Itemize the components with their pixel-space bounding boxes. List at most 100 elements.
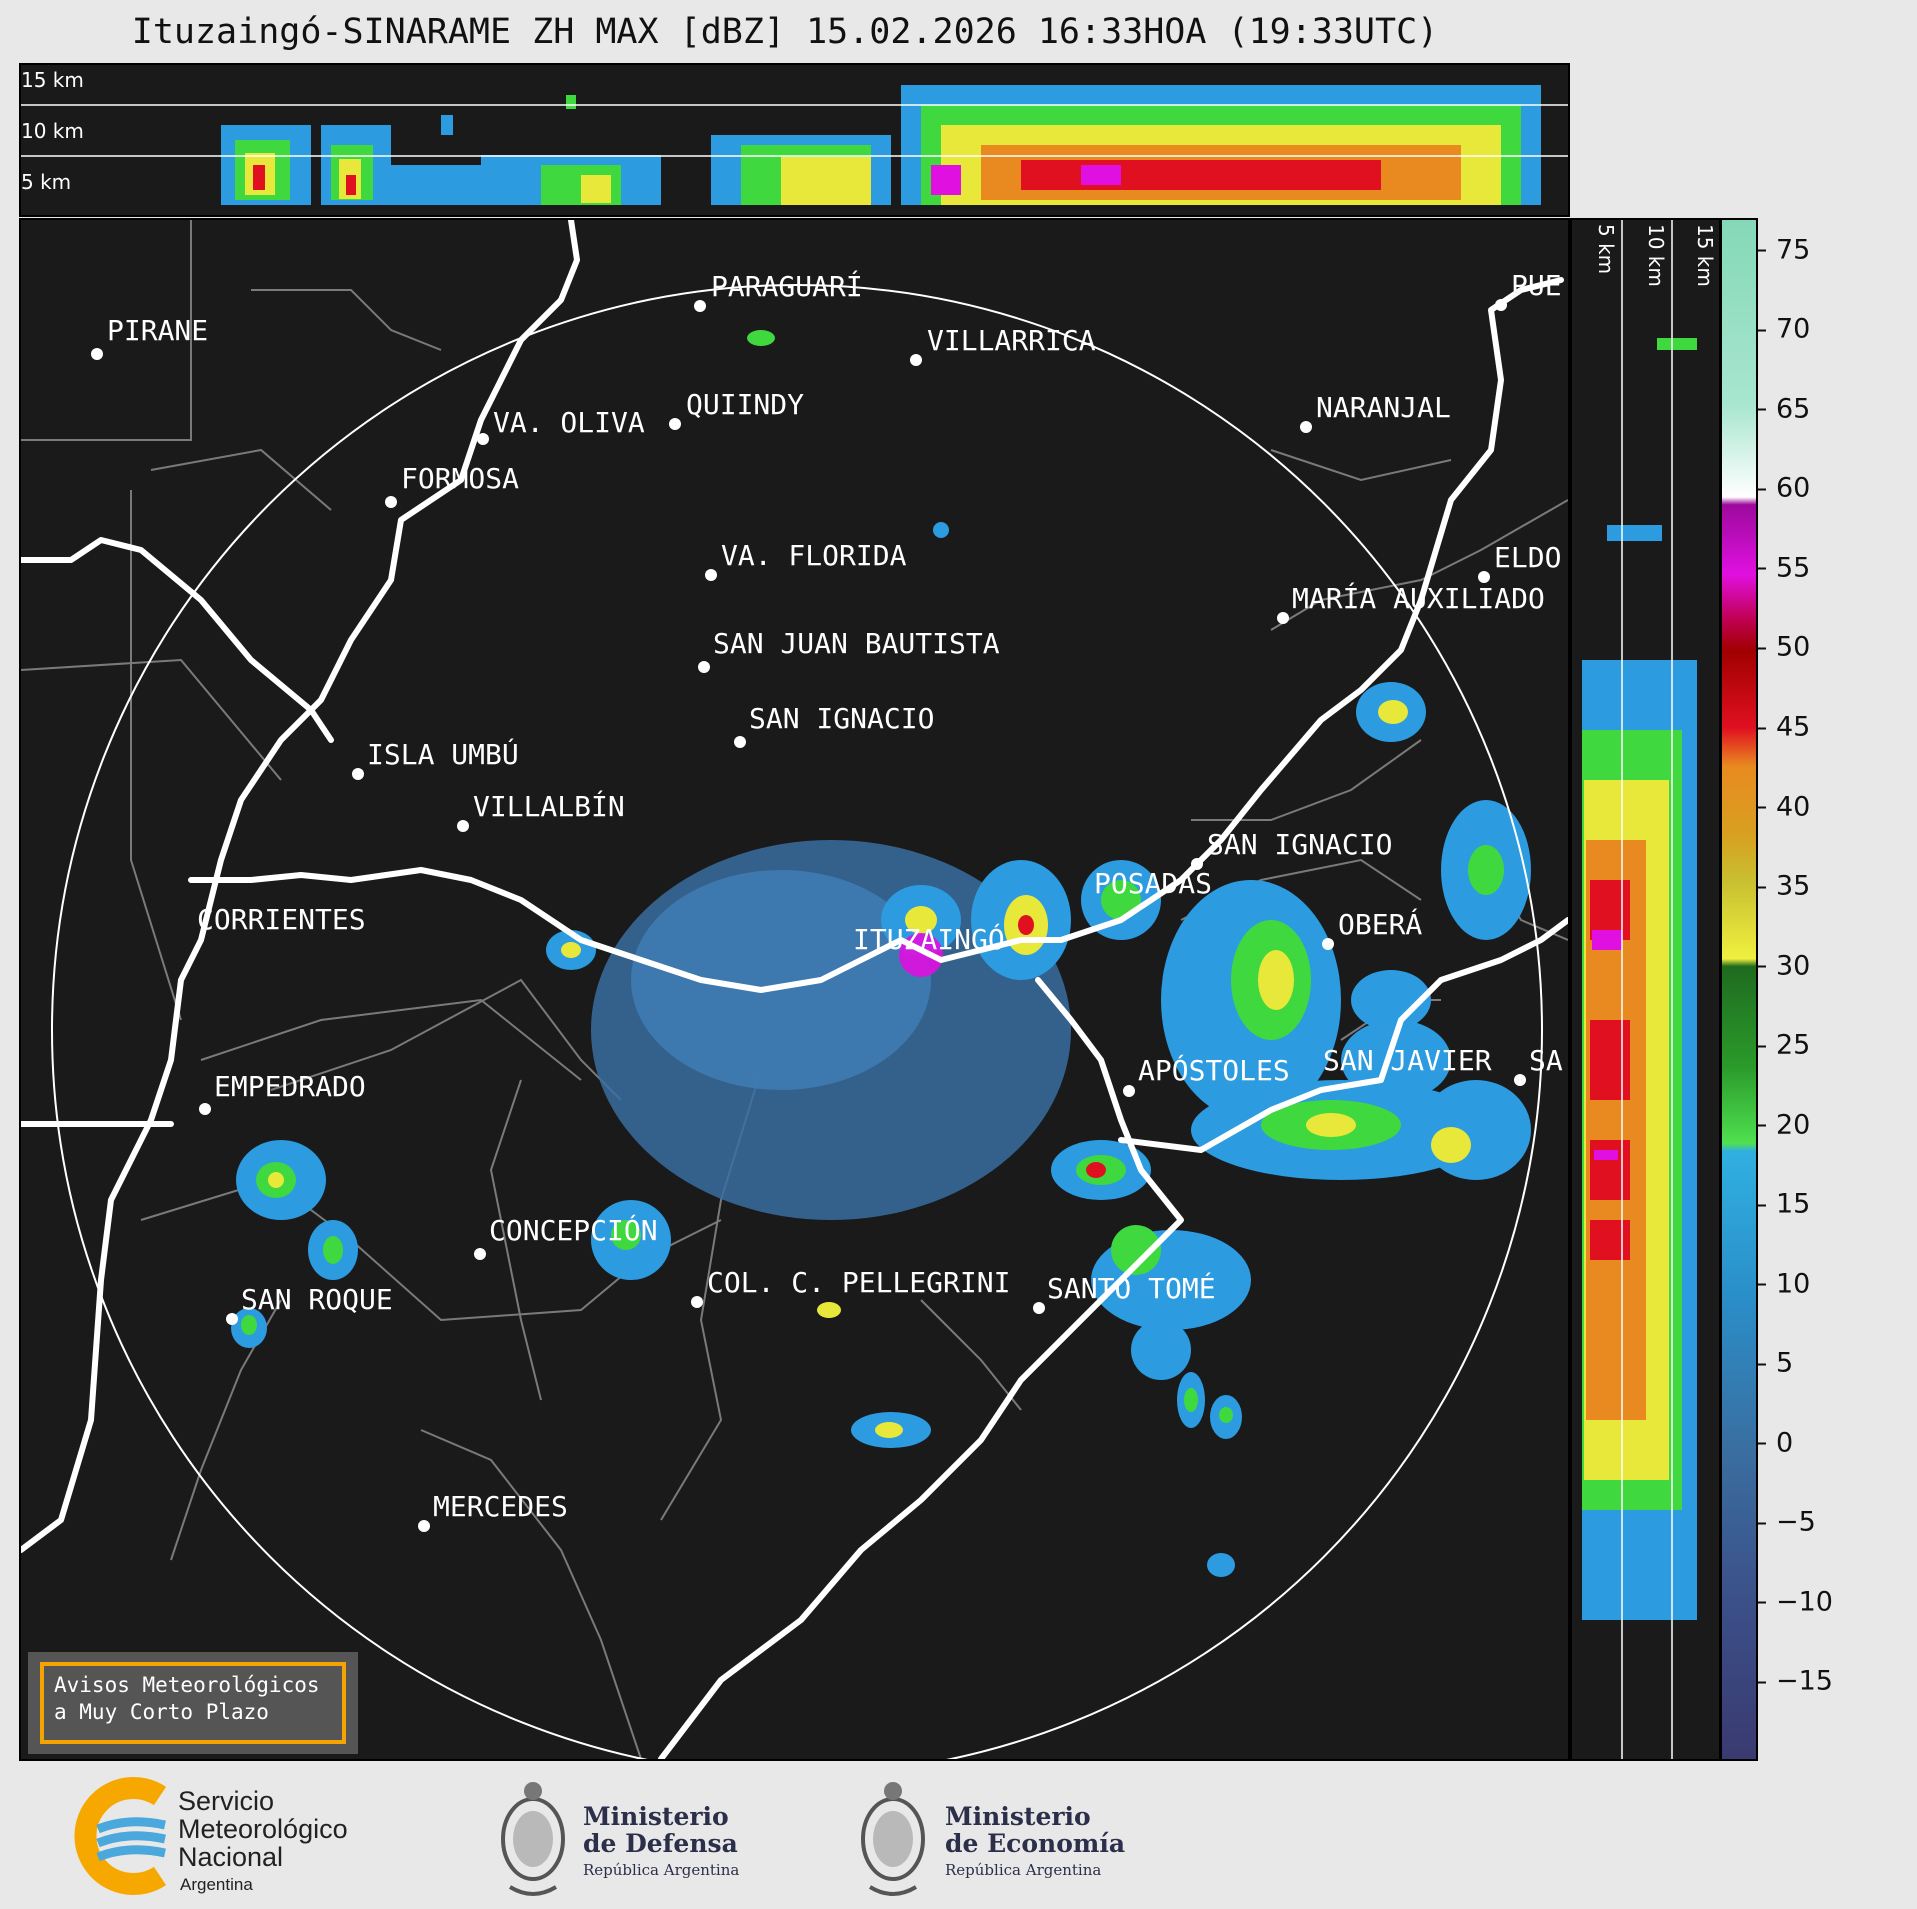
city-dot-concepcion [474, 1248, 486, 1260]
colorbar-tick-label: 20 [1758, 1109, 1810, 1140]
echo-block [253, 165, 265, 190]
city-dot-paraguari [694, 300, 706, 312]
echo-cell [268, 1172, 284, 1188]
city-label-naranjal: NARANJAL [1316, 391, 1451, 424]
colorbar-tick-label: −5 [1758, 1507, 1816, 1538]
boundary-line [270, 978, 622, 1101]
colorbar-tick-label: 15 [1758, 1189, 1810, 1220]
border-uruguay-river [658, 977, 1184, 1759]
defensa-sub: República Argentina [583, 1861, 740, 1879]
colorbar-tick-label: 45 [1758, 712, 1810, 743]
echo-cell [611, 1220, 641, 1250]
border-misiones-south [1118, 917, 1568, 1153]
echo-cell [561, 942, 581, 958]
city-dot-isla-umbu [352, 768, 364, 780]
city-label-eldo: ELDO [1494, 541, 1561, 574]
echo-block [1657, 338, 1697, 350]
echo-block [1590, 1590, 1650, 1604]
defensa-line-1: Ministerio [583, 1802, 729, 1831]
echo-cell [1111, 1225, 1161, 1275]
echo-cell [241, 1315, 257, 1335]
city-label-isla-umbu: ISLA UMBÚ [367, 737, 519, 771]
boundary-line [920, 1299, 1022, 1411]
city-label-paraguari: PARAGUARÍ [711, 269, 863, 303]
altitude-label-15km: 15 km [21, 68, 84, 92]
alert-box[interactable]: Avisos Meteorológicos a Muy Corto Plazo [28, 1652, 358, 1754]
boundary-line [1270, 449, 1452, 482]
city-dot-san-ignacio-ar [1191, 858, 1203, 870]
colorbar-gradient [1722, 220, 1756, 1759]
city-dot-maria-auxiliadora [1277, 612, 1289, 624]
city-dot-naranjal [1300, 421, 1312, 433]
right-echo-group [1582, 338, 1697, 1620]
alert-box-inner[interactable]: Avisos Meteorológicos a Muy Corto Plazo [40, 1662, 346, 1744]
city-label-quiindy: QUIINDY [686, 388, 804, 421]
top-echo-group [221, 85, 1541, 205]
economia-line-1: Ministerio [945, 1802, 1091, 1831]
echo-block [1592, 930, 1622, 950]
smn-country: Argentina [180, 1875, 253, 1894]
colorbar-svg [1722, 220, 1756, 1759]
colorbar [1720, 218, 1758, 1761]
smn-wave [96, 1845, 166, 1862]
boundary-line [200, 998, 582, 1081]
defensa-logo-text: Ministerio de Defensa República Argentin… [583, 1803, 739, 1884]
city-label-pue: PUE [1511, 269, 1562, 302]
city-label-san-ignacio-ar: SAN IGNACIO [1207, 828, 1392, 861]
echo-block [1590, 1220, 1630, 1260]
city-dot-san-roque [226, 1313, 238, 1325]
city-label-villalbin: VILLALBÍN [473, 789, 625, 823]
city-dot-empedrado [199, 1103, 211, 1115]
smn-line-2: Meteorológico [178, 1814, 348, 1844]
city-label-va-oliva: VA. OLIVA [493, 406, 645, 439]
city-label-sa: SA [1529, 1044, 1563, 1077]
echo-cell [933, 522, 949, 538]
echo-cell [1468, 845, 1504, 895]
echo-block [1081, 165, 1121, 185]
alert-line-1: Avisos Meteorológicos [54, 1673, 320, 1697]
city-label-maria-auxiliadora: MARÍA AUXILIADO [1292, 581, 1545, 615]
defensa-shield-icon [501, 1782, 565, 1896]
boundary-line [21, 658, 282, 781]
smn-logo-icon [74, 1777, 167, 1895]
echo-cell [1351, 970, 1431, 1030]
city-label-formosa: FORMOSA [401, 462, 519, 495]
economia-logo-text: Ministerio de Economía República Argenti… [945, 1803, 1125, 1884]
border-paraguay-river [21, 220, 580, 1553]
echo-cell [1431, 1127, 1471, 1163]
city-dot-eldo [1478, 571, 1490, 583]
city-label-ituzaingo: ITUZAINGÓ [853, 922, 1005, 956]
city-labels: PARAGUARÍ VILLARRICA PIRANE QUIINDY VA. … [107, 269, 1563, 1523]
boundary-line [170, 1299, 282, 1561]
city-label-posadas: POSADAS [1094, 867, 1212, 900]
radar-map-svg: PARAGUARÍ VILLARRICA PIRANE QUIINDY VA. … [21, 220, 1568, 1759]
right-cross-section-panel: 5 km 10 km 15 km [1570, 218, 1721, 1761]
smn-orange-arc [74, 1777, 167, 1895]
echo-block [1602, 1550, 1672, 1570]
boundary-line [1270, 499, 1568, 631]
city-dot-formosa [385, 496, 397, 508]
city-dot-san-juan-bautista [698, 661, 710, 673]
echo-block [566, 95, 576, 109]
city-dot-villarrica [910, 354, 922, 366]
echo-block [441, 115, 453, 135]
city-label-santo-tome: SANTO TOMÉ [1047, 1271, 1216, 1305]
city-dot-sa [1514, 1074, 1526, 1086]
echo-cell [747, 330, 775, 346]
alert-line-2: a Muy Corto Plazo [54, 1700, 269, 1724]
colorbar-tick-label: 0 [1758, 1427, 1793, 1458]
boundary-line [420, 1429, 642, 1759]
city-dot-santo-tome [1033, 1302, 1045, 1314]
footer-logos-svg [74, 1777, 925, 1896]
right-cross-section-svg: 5 km 10 km 15 km [1582, 220, 1717, 1759]
city-label-concepcion: CONCEPCIÓN [489, 1213, 658, 1247]
smn-wave [96, 1831, 166, 1848]
border-pilcomayo [21, 537, 334, 743]
city-dot-obera [1322, 938, 1334, 950]
echo-block [1607, 525, 1662, 541]
right-altitude-label-10km: 10 km [1644, 224, 1668, 287]
colorbar-tick-label: 65 [1758, 393, 1810, 424]
city-label-pirane: PIRANE [107, 314, 208, 347]
range-ring [51, 284, 1543, 1759]
colorbar-tick-label: 10 [1758, 1268, 1810, 1299]
